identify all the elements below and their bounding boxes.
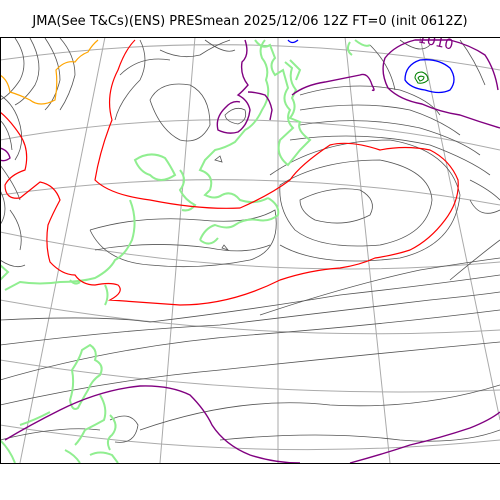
coastline [0,39,371,463]
chart-title: JMA(See T&Cs)(ENS) PRESmean 2025/12/06 1… [32,14,468,29]
isobar-label-1010: 1010 [417,37,455,53]
graticule-latitude-lines [0,44,500,451]
graticule-longitude-lines [19,37,500,463]
low-pressure-center [414,71,429,84]
pressure-map: 1010 [0,37,500,463]
isobar-1020 [0,39,459,306]
isobar-1000 [287,39,455,94]
isobar-1010 [0,39,500,463]
isobar-1030 [0,39,99,105]
isobars-minor [0,37,500,443]
